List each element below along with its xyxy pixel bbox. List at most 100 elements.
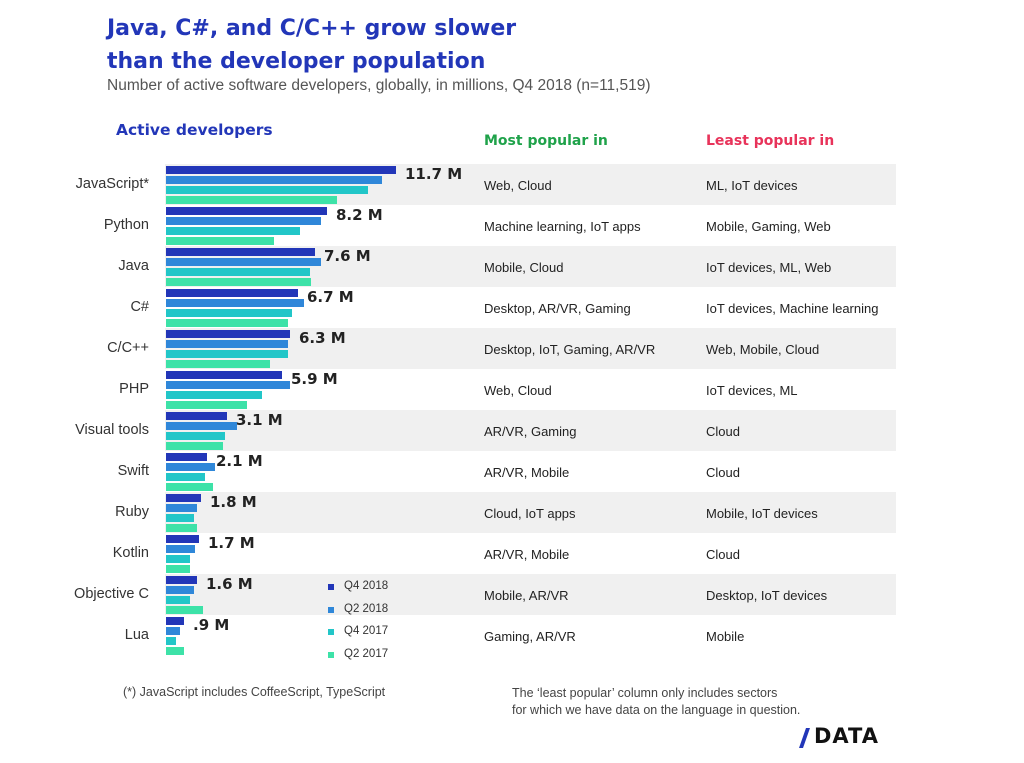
- bar-q2-2017: [166, 647, 184, 655]
- least-popular-cell: IoT devices, ML, Web: [706, 260, 832, 275]
- bar-q2-2017: [166, 524, 197, 532]
- footnote-line-1: The ‘least popular’ column only includes…: [512, 686, 778, 700]
- bar-q4-2017: [166, 227, 300, 235]
- language-label: Python: [103, 217, 149, 233]
- bar-q2-2017: [166, 319, 288, 327]
- value-label: 8.2 M: [336, 206, 383, 224]
- chart-title: Java, C#, and C/C++ grow slower than the…: [107, 12, 707, 78]
- language-label: Lua: [124, 627, 149, 643]
- legend-label: Q2 2018: [344, 602, 389, 615]
- row-stripe: [165, 492, 896, 533]
- bar-q2-2018: [166, 258, 321, 266]
- bar-q4-2017: [166, 596, 190, 604]
- value-label: 1.7 M: [208, 534, 255, 552]
- bar-q2-2018: [166, 217, 321, 225]
- jetbrains-data-logo: DATA: [796, 724, 878, 750]
- bar-q4-2018: [166, 330, 290, 338]
- legend-swatch: [328, 629, 334, 635]
- value-label: 1.8 M: [210, 493, 257, 511]
- bar-q4-2017: [166, 514, 194, 522]
- bar-q2-2018: [166, 586, 194, 594]
- language-label: C#: [130, 299, 149, 315]
- bar-q4-2018: [166, 617, 184, 625]
- legend-label: Q4 2017: [344, 625, 389, 637]
- most-popular-cell: Mobile, AR/VR: [484, 588, 569, 603]
- bar-q2-2017: [166, 565, 190, 573]
- least-popular-cell: IoT devices, Machine learning: [706, 301, 879, 316]
- bar-q2-2018: [166, 504, 197, 512]
- bar-q2-2018: [166, 340, 288, 348]
- bar-q4-2017: [166, 432, 225, 440]
- most-popular-cell: Cloud, IoT apps: [484, 506, 576, 521]
- bar-q4-2018: [166, 453, 207, 461]
- bar-q4-2017: [166, 391, 262, 399]
- value-label: 5.9 M: [291, 370, 338, 388]
- most-popular-cell: AR/VR, Gaming: [484, 424, 577, 439]
- most-popular-cell: Gaming, AR/VR: [484, 629, 576, 644]
- bar-q2-2017: [166, 360, 270, 368]
- footnote-line-2: for which we have data on the language i…: [512, 703, 801, 717]
- bar-q2-2018: [166, 299, 304, 307]
- logo-text: DATA: [814, 724, 880, 748]
- row-stripe: [165, 410, 896, 451]
- least-popular-cell: Web, Mobile, Cloud: [706, 342, 820, 357]
- least-popular-cell: Cloud: [706, 547, 740, 562]
- bar-q2-2018: [166, 545, 195, 553]
- bar-q2-2018: [166, 176, 382, 184]
- most-popular-cell: AR/VR, Mobile: [484, 465, 570, 480]
- language-label: Visual tools: [75, 422, 149, 438]
- bar-q2-2017: [166, 196, 337, 204]
- bar-q4-2017: [166, 268, 310, 276]
- bar-q2-2018: [166, 381, 290, 389]
- bar-q2-2018: [166, 627, 180, 635]
- language-label: Ruby: [115, 504, 149, 520]
- bar-q4-2018: [166, 371, 282, 379]
- bar-q4-2018: [166, 166, 396, 174]
- least-popular-cell: Cloud: [706, 465, 740, 480]
- most-popular-cell: Machine learning, IoT apps: [484, 219, 641, 234]
- legend-label: Q2 2017: [344, 647, 389, 660]
- bar-q4-2018: [166, 248, 315, 256]
- language-label: Swift: [117, 463, 149, 479]
- most-popular-cell: Web, Cloud: [484, 383, 552, 398]
- legend-label: Q4 2018: [344, 580, 389, 592]
- most-popular-cell: Mobile, Cloud: [484, 260, 564, 275]
- language-label: JavaScript*: [75, 176, 149, 192]
- slash-icon: [799, 728, 810, 748]
- bar-q4-2018: [166, 207, 327, 215]
- most-popular-cell: AR/VR, Mobile: [484, 547, 570, 562]
- bar-q4-2017: [166, 350, 288, 358]
- language-label: PHP: [119, 381, 149, 397]
- least-popular-cell: Desktop, IoT devices: [706, 588, 828, 603]
- language-label: Objective C: [74, 586, 149, 602]
- most-popular-cell: Desktop, AR/VR, Gaming: [484, 301, 631, 316]
- row-stripe: [165, 574, 896, 615]
- bar-q2-2018: [166, 463, 215, 471]
- column-header-active: Active developers: [116, 121, 273, 139]
- most-popular-cell: Desktop, IoT, Gaming, AR/VR: [484, 342, 656, 357]
- bar-q4-2018: [166, 289, 298, 297]
- value-label: .9 M: [193, 616, 230, 634]
- language-label: Kotlin: [112, 545, 149, 561]
- bar-q4-2018: [166, 412, 227, 420]
- least-popular-cell: IoT devices, ML: [706, 383, 798, 398]
- bar-q2-2017: [166, 606, 203, 614]
- title-line-2: than the developer population: [107, 49, 486, 74]
- bar-q2-2017: [166, 237, 274, 245]
- bar-q4-2018: [166, 535, 199, 543]
- bar-q4-2018: [166, 494, 201, 502]
- language-label: C/C++: [107, 340, 149, 356]
- bar-q4-2017: [166, 555, 190, 563]
- column-header-least-popular: Least popular in: [706, 133, 835, 149]
- value-label: 1.6 M: [206, 575, 253, 593]
- bar-q2-2017: [166, 278, 311, 286]
- value-label: 7.6 M: [324, 247, 371, 265]
- bar-q2-2017: [166, 483, 213, 491]
- value-label: 11.7 M: [405, 165, 463, 183]
- least-popular-cell: Mobile: [706, 629, 745, 644]
- legend-swatch: [328, 584, 334, 590]
- footnote-least-popular: The ‘least popular’ column only includes…: [512, 685, 800, 719]
- least-popular-cell: Cloud: [706, 424, 740, 439]
- bar-q2-2017: [166, 401, 247, 409]
- bar-q4-2017: [166, 186, 368, 194]
